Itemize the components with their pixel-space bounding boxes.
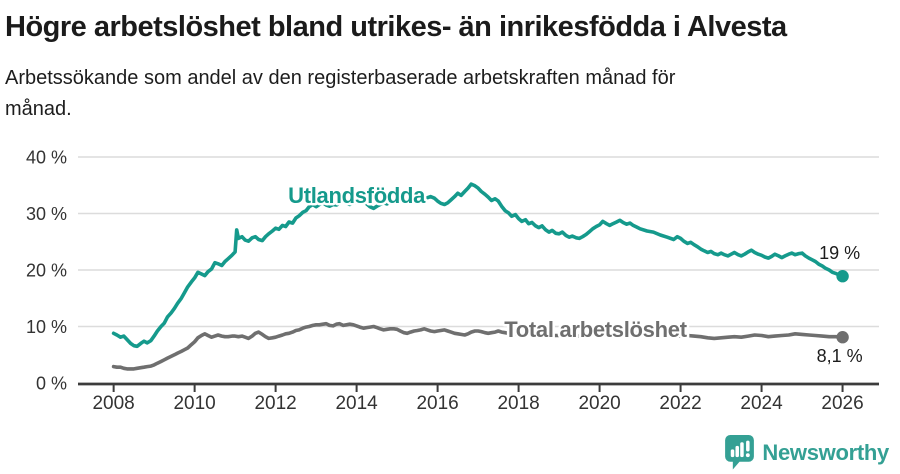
- series-end-dot-utlandsfodda: [836, 270, 849, 283]
- x-axis-label: 2026: [821, 393, 863, 414]
- newsworthy-logo: Newsworthy: [724, 434, 889, 471]
- chart-subtitle-line1: Arbetssökande som andel av den registerb…: [5, 67, 676, 89]
- x-axis-label: 2010: [173, 393, 215, 414]
- series-label-total: Total arbetslöshet: [504, 317, 687, 342]
- series-line-utlandsfodda: [111, 182, 845, 349]
- exclamation-bar: [746, 440, 750, 452]
- series-label-utlandsfodda: Utlandsfödda: [288, 183, 426, 208]
- series-end-dot-total: [836, 331, 849, 344]
- chart-title: Högre arbetslöshet bland utrikes- än inr…: [5, 11, 787, 43]
- x-axis-label: 2022: [659, 393, 701, 414]
- x-axis-label: 2024: [740, 393, 783, 414]
- newsworthy-icon: [725, 435, 755, 470]
- speech-bubble-shape: [725, 435, 755, 470]
- series-end-value-utlandsfodda: 19 %: [819, 243, 860, 263]
- y-axis-label: 30 %: [26, 204, 67, 224]
- y-axis-label: 0 %: [36, 374, 67, 394]
- x-axis-label: 2020: [578, 393, 620, 414]
- x-axis-label: 2012: [254, 393, 296, 414]
- y-axis-label: 10 %: [26, 317, 67, 337]
- y-axis-label: 40 %: [26, 148, 67, 168]
- bar-small: [731, 449, 735, 458]
- series-line-total: [111, 321, 845, 371]
- x-axis-label: 2008: [92, 393, 134, 414]
- chart-subtitle: Arbetssökande som andel av den registerb…: [0, 63, 900, 125]
- x-axis-label: 2014: [335, 393, 378, 414]
- x-axis-label: 2016: [416, 393, 458, 414]
- x-axis-label: 2018: [497, 393, 539, 414]
- exclamation-dot: [746, 453, 751, 458]
- bar-large: [740, 442, 745, 458]
- chart-subtitle-line2: månad.: [5, 98, 72, 120]
- series-end-value-total: 8,1 %: [817, 346, 863, 366]
- bar-medium: [735, 445, 740, 458]
- newsworthy-wordmark: Newsworthy: [762, 439, 889, 465]
- y-axis-label: 20 %: [26, 261, 67, 281]
